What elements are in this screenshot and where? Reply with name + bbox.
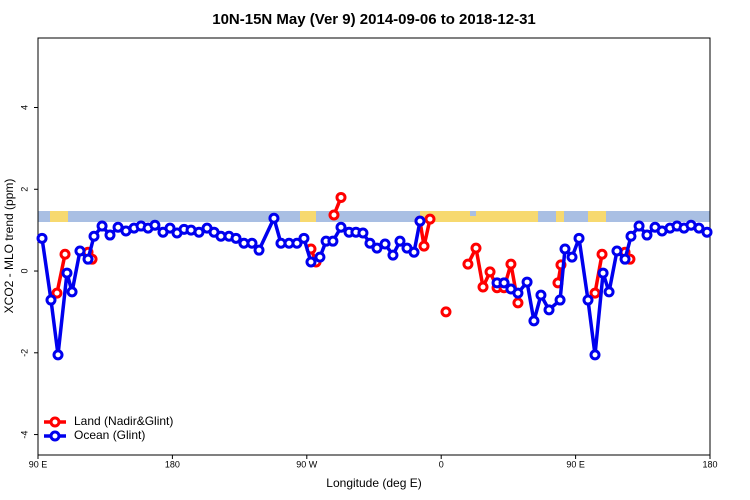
data-point	[597, 267, 609, 279]
data-point	[51, 287, 63, 299]
series-line	[497, 223, 708, 356]
legend-marker	[49, 416, 61, 428]
data-point	[498, 277, 510, 289]
legend-label: Land (Nadir&Glint)	[74, 414, 173, 428]
data-point	[88, 230, 100, 242]
y-tick-label: -4	[19, 431, 29, 439]
land-ocean-strip	[38, 211, 710, 222]
data-point	[633, 220, 645, 232]
data-point	[414, 215, 426, 227]
legend-label: Ocean (Glint)	[74, 428, 145, 442]
y-tick-label: 0	[19, 269, 29, 274]
data-point	[45, 294, 57, 306]
data-point	[230, 232, 242, 244]
data-point	[424, 213, 436, 225]
data-point	[52, 349, 64, 361]
data-point	[59, 248, 71, 260]
plot-frame	[37, 37, 711, 456]
data-point	[268, 212, 280, 224]
data-point	[357, 227, 369, 239]
x-tick-label: 180	[165, 459, 180, 469]
data-point	[164, 222, 176, 234]
data-point	[521, 276, 533, 288]
data-point	[371, 242, 383, 254]
x-tick-label: 0	[439, 459, 444, 469]
data-point	[74, 245, 86, 257]
data-point	[589, 349, 601, 361]
data-point	[335, 221, 347, 233]
data-point	[582, 294, 594, 306]
data-point	[66, 286, 78, 298]
data-point	[625, 230, 637, 242]
chart-title: 10N-15N May (Ver 9) 2014-09-06 to 2018-1…	[212, 11, 536, 28]
data-point	[573, 232, 585, 244]
data-point	[589, 287, 601, 299]
data-point	[596, 248, 608, 260]
y-axis-label: XCO2 - MLO trend (ppm)	[2, 179, 16, 314]
legend-marker	[49, 430, 61, 442]
data-point	[512, 297, 524, 309]
data-point	[104, 229, 116, 241]
data-point	[246, 237, 258, 249]
data-point	[335, 191, 347, 203]
data-point	[305, 256, 317, 268]
data-point	[470, 242, 482, 254]
data-point	[82, 253, 94, 265]
data-point	[566, 251, 578, 263]
data-point	[193, 226, 205, 238]
data-point	[554, 294, 566, 306]
data-point	[535, 289, 547, 301]
data-point	[512, 287, 524, 299]
data-point	[61, 267, 73, 279]
data-point	[379, 238, 391, 250]
data-point	[603, 286, 615, 298]
x-tick-label: 180	[702, 459, 717, 469]
y-tick-label: 4	[19, 105, 29, 110]
data-point	[701, 226, 713, 238]
data-point	[149, 219, 161, 231]
data-point	[394, 235, 406, 247]
data-point	[418, 240, 430, 252]
data-point	[543, 304, 555, 316]
data-point	[693, 222, 705, 234]
data-point	[96, 220, 108, 232]
x-tick-label: 90 E	[566, 459, 585, 469]
data-point	[462, 258, 474, 270]
data-point	[528, 315, 540, 327]
data-point	[364, 237, 376, 249]
data-point	[559, 243, 571, 255]
data-point	[253, 244, 265, 256]
y-tick-label: 2	[19, 187, 29, 192]
data-point	[328, 209, 340, 221]
data-point	[641, 229, 653, 241]
data-point	[387, 249, 399, 261]
data-point	[611, 245, 623, 257]
data-point	[619, 253, 631, 265]
data-point	[477, 281, 489, 293]
series-line	[55, 253, 67, 294]
data-point	[291, 237, 303, 249]
data-point	[440, 306, 452, 318]
data-point	[314, 251, 326, 263]
x-tick-label: 90 E	[29, 459, 48, 469]
x-tick-label: 90 W	[296, 459, 318, 469]
data-point	[36, 232, 48, 244]
data-point	[484, 266, 496, 278]
data-point	[408, 246, 420, 258]
x-axis-label: Longitude (deg E)	[326, 476, 421, 490]
data-point	[505, 258, 517, 270]
data-point	[298, 232, 310, 244]
y-tick-label: -2	[19, 349, 29, 357]
data-point	[327, 235, 339, 247]
